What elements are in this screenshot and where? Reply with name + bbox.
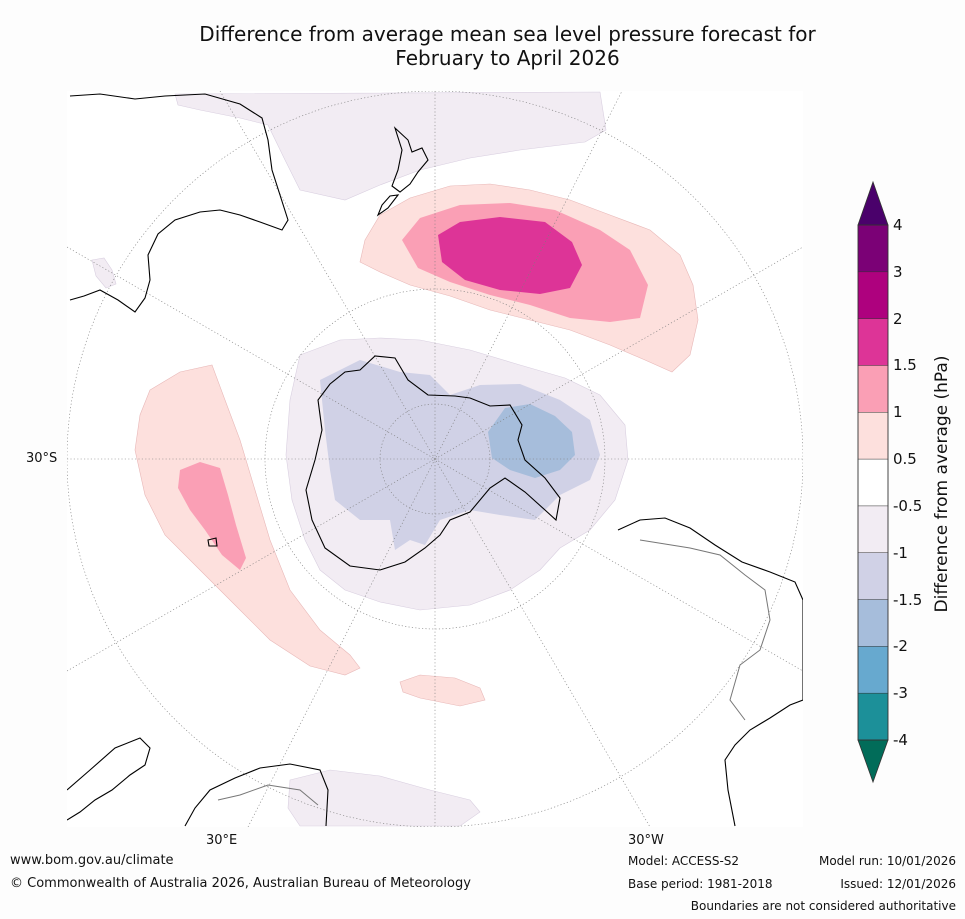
coastline-africa xyxy=(67,737,151,821)
lon-label-30e: 30°E xyxy=(206,833,238,848)
colorbar-bin-9 xyxy=(857,599,889,647)
colorbar-bin-11 xyxy=(857,692,889,741)
colorbar-tick-label: -0.5 xyxy=(893,496,923,515)
colorbar-frame xyxy=(857,224,889,741)
colorbar-bin-10 xyxy=(857,646,889,694)
borders xyxy=(217,539,771,806)
coastline-new-zealand-north xyxy=(391,126,429,193)
anomaly-region-1-to-1.5-indian xyxy=(178,462,246,570)
colorbar-tick-label: -4 xyxy=(893,731,908,749)
anomaly-region-1.5-to-2-pacific xyxy=(438,217,582,294)
model-run-text: Model run: 10/01/2026 xyxy=(818,854,956,868)
coastlines xyxy=(67,93,803,827)
disclaimer-text: Boundaries are not considered authoritat… xyxy=(690,899,956,913)
colorbar-tick-label: 1 xyxy=(893,403,903,422)
coastline-new-zealand-south xyxy=(376,194,400,217)
colorbar-bin-1 xyxy=(857,224,889,273)
colorbar-tick-label: 4 xyxy=(893,216,903,234)
colorbar-tick-label: 2 xyxy=(893,309,903,328)
meridian-60e xyxy=(67,246,803,672)
colorbar-tick-label: -1.5 xyxy=(893,590,923,609)
website-link[interactable]: www.bom.gov.au/climate xyxy=(10,853,174,868)
colorbar-tick-label: -3 xyxy=(893,684,908,703)
colorbar-bin-7 xyxy=(857,505,889,554)
coastline-antarctica xyxy=(305,355,561,571)
issued-text: Issued: 12/01/2026 xyxy=(840,877,956,891)
colorbar-tick-label: -2 xyxy=(893,637,908,656)
colorbar xyxy=(857,180,889,784)
colorbar-tick-label: -1 xyxy=(893,543,908,562)
colorbar-tick-label: 0.5 xyxy=(893,450,917,469)
lat-label-30s: 30°S xyxy=(26,451,58,466)
graticule xyxy=(67,91,803,827)
anomaly-region-minus-1.5-to-2 xyxy=(488,404,575,478)
meridian-60w xyxy=(67,246,803,672)
meridian-30e xyxy=(247,91,623,827)
coastline-madagascar-region xyxy=(184,763,329,827)
border-south-america xyxy=(639,539,771,721)
colorbar-tick-label: 1.5 xyxy=(893,356,917,375)
chart-title-line-1: Difference from average mean sea level p… xyxy=(199,22,816,46)
colorbar-bin-3 xyxy=(857,318,889,367)
anomaly-region-0.5-to-1-indian xyxy=(134,364,361,676)
coastline-south-america xyxy=(617,517,803,827)
base-period-text: Base period: 1981-2018 xyxy=(628,877,773,891)
colorbar-bin-2 xyxy=(857,271,889,320)
coastline-sub-antarctic-island xyxy=(207,537,218,547)
colorbar-bin-5 xyxy=(857,412,889,460)
colorbar-bin-4 xyxy=(857,365,889,413)
anomaly-region-0.5-to-1-south xyxy=(399,674,486,707)
colorbar-bins xyxy=(857,224,889,741)
colorbar-bin-6 xyxy=(857,458,889,507)
colorbar-tick-label: 3 xyxy=(893,262,903,281)
colorbar-bin-8 xyxy=(857,552,889,601)
lon-label-30w: 30°W xyxy=(628,833,664,848)
anomaly-region-minus-0.5-to-1-indian-south xyxy=(287,769,481,827)
anomaly-region-minus-0.5-to-1-small xyxy=(91,257,117,289)
chart-title: Difference from average mean sea level p… xyxy=(110,22,905,70)
anomaly-region-minus-0.5-to-1-pacific xyxy=(174,91,607,201)
colorbar-extend-top xyxy=(857,180,889,226)
model-text: Model: ACCESS-S2 xyxy=(628,854,740,868)
map-content xyxy=(67,91,803,827)
colorbar-extend-bottom xyxy=(857,739,889,784)
coastline-australia xyxy=(69,93,289,313)
copyright-text: © Commonwealth of Australia 2026, Austra… xyxy=(10,876,471,891)
colorbar-title: Difference from average (hPa) xyxy=(932,355,952,613)
chart-title-line-2: February to April 2026 xyxy=(395,46,620,70)
border-southern-africa xyxy=(217,784,319,806)
